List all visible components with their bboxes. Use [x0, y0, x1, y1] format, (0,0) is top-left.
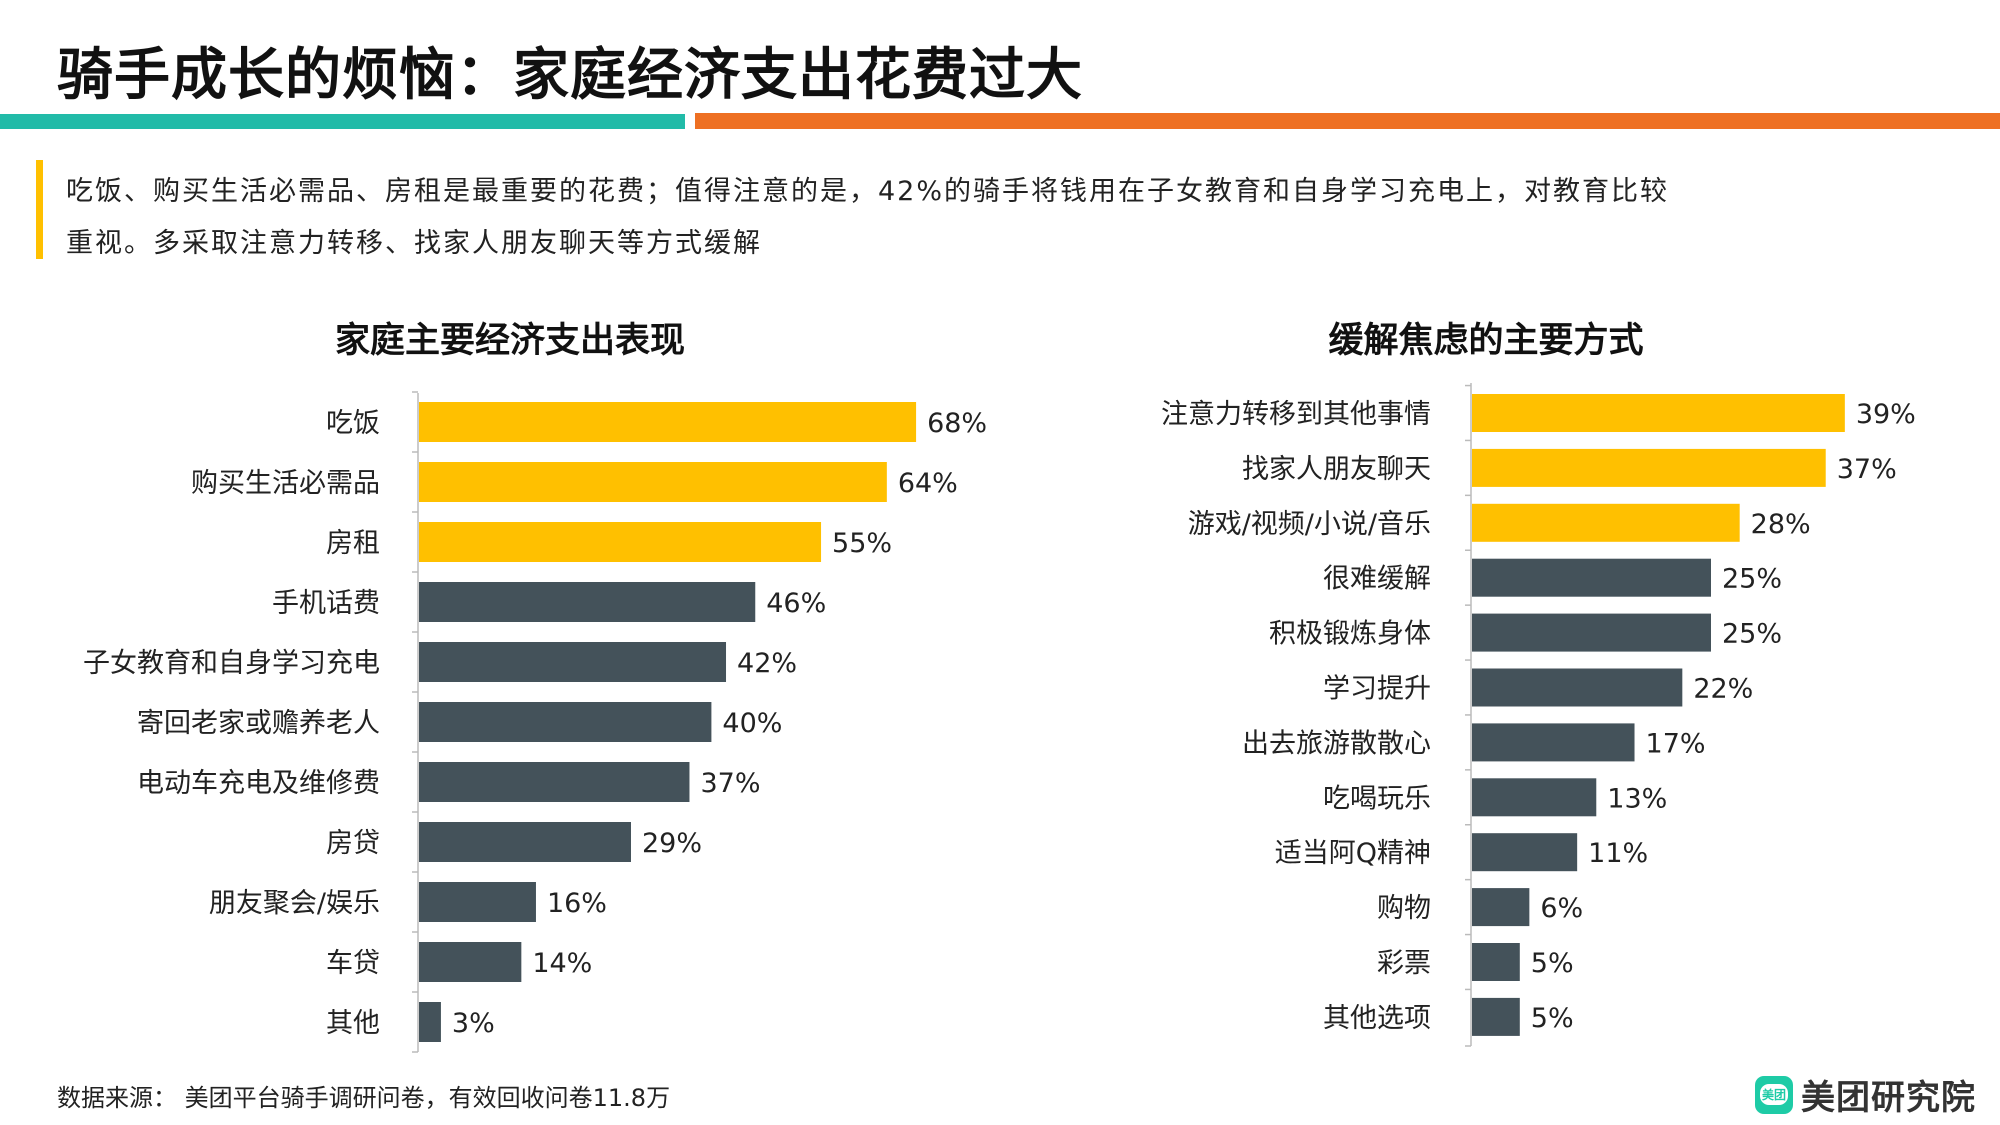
page-title: 骑手成长的烦恼：家庭经济支出花费过大 — [57, 43, 1083, 108]
summary-text: 吃饭、购买生活必需品、房租是最重要的花费；值得注意的是，42%的骑手将钱用在子女… — [66, 166, 1966, 270]
data-label: 6% — [1540, 893, 1583, 924]
chart-title-expenses: 家庭主要经济支出表现 — [334, 321, 686, 361]
bar — [1472, 723, 1635, 762]
bar — [419, 522, 822, 562]
bar — [1472, 448, 1826, 487]
data-label: 55% — [832, 528, 892, 559]
category-label: 出去旅游散散心 — [1242, 728, 1431, 759]
bar — [419, 1002, 441, 1042]
data-label: 25% — [1722, 619, 1782, 650]
logo-text: 美团研究院 — [1801, 1078, 1976, 1118]
chart-title-anxiety: 缓解焦虑的主要方式 — [1328, 321, 1644, 361]
data-label: 5% — [1531, 1003, 1574, 1034]
bar — [419, 762, 690, 802]
data-label: 40% — [722, 708, 782, 739]
data-label: 64% — [898, 468, 958, 499]
orange-divider — [695, 113, 2000, 129]
data-label: 39% — [1856, 399, 1916, 430]
summary-line: 吃饭、购买生活必需品、房租是最重要的花费；值得注意的是，42%的骑手将钱用在子女… — [66, 176, 1670, 207]
bar — [1472, 778, 1597, 817]
category-label: 吃饭 — [326, 408, 380, 439]
data-label: 3% — [452, 1008, 495, 1039]
category-label: 吃喝玩乐 — [1323, 783, 1431, 814]
category-label: 购买生活必需品 — [191, 468, 380, 499]
data-label: 14% — [532, 948, 592, 979]
category-label: 朋友聚会/娱乐 — [209, 888, 380, 919]
bar — [419, 402, 917, 442]
data-label: 28% — [1751, 509, 1811, 540]
data-label: 29% — [642, 828, 702, 859]
category-label: 适当阿Q精神 — [1275, 838, 1431, 869]
data-label: 5% — [1531, 948, 1574, 979]
category-label: 彩票 — [1377, 948, 1431, 979]
data-label: 37% — [700, 768, 760, 799]
category-label: 其他选项 — [1323, 1003, 1431, 1034]
data-label: 22% — [1693, 674, 1753, 705]
data-source: 数据来源： 美团平台骑手调研问卷，有效回收问卷11.8万 — [57, 1084, 671, 1112]
category-label: 积极锻炼身体 — [1269, 619, 1431, 650]
data-label: 68% — [927, 408, 987, 439]
bar — [1472, 888, 1530, 927]
data-label: 37% — [1837, 454, 1897, 485]
bar — [1472, 558, 1711, 597]
summary-accent-bar — [36, 160, 43, 259]
category-label: 电动车充电及维修费 — [137, 768, 380, 799]
category-label: 游戏/视频/小说/音乐 — [1188, 509, 1431, 540]
data-label: 42% — [737, 648, 797, 679]
bar — [1472, 668, 1683, 707]
category-label: 寄回老家或赡养老人 — [137, 708, 380, 739]
data-label: 46% — [766, 588, 826, 619]
bar — [419, 582, 756, 622]
category-label: 很难缓解 — [1323, 564, 1431, 595]
bar — [1472, 613, 1711, 652]
bar — [419, 942, 522, 982]
bar — [1472, 394, 1845, 432]
category-label: 车贷 — [326, 948, 380, 979]
summary-line: 重视。多采取注意力转移、找家人朋友聊天等方式缓解 — [66, 228, 762, 259]
category-label: 手机话费 — [272, 588, 380, 619]
data-label: 13% — [1607, 783, 1667, 814]
logo-icon: 美团 — [1755, 1075, 1793, 1114]
bar — [419, 642, 727, 682]
logo-mark-text: 美团 — [1759, 1084, 1788, 1105]
data-label: 11% — [1588, 838, 1648, 869]
category-label: 房贷 — [326, 828, 380, 859]
category-label: 子女教育和自身学习充电 — [83, 648, 380, 679]
data-label: 25% — [1722, 564, 1782, 595]
data-label: 16% — [547, 888, 607, 919]
data-label: 17% — [1646, 728, 1706, 759]
category-label: 注意力转移到其他事情 — [1161, 399, 1431, 430]
category-label: 学习提升 — [1323, 674, 1431, 705]
bar — [1472, 997, 1520, 1036]
bar — [1472, 943, 1520, 981]
bar — [419, 462, 887, 502]
teal-divider — [0, 114, 685, 129]
category-label: 购物 — [1377, 893, 1431, 924]
bar — [1472, 833, 1578, 872]
bar — [419, 822, 631, 862]
category-label: 其他 — [326, 1008, 380, 1039]
category-label: 找家人朋友聊天 — [1242, 454, 1431, 485]
logo: 美团 美团研究院 — [1755, 1070, 1976, 1119]
bar — [419, 702, 712, 742]
bar — [419, 882, 536, 922]
bar — [1472, 503, 1740, 542]
category-label: 房租 — [326, 528, 380, 559]
